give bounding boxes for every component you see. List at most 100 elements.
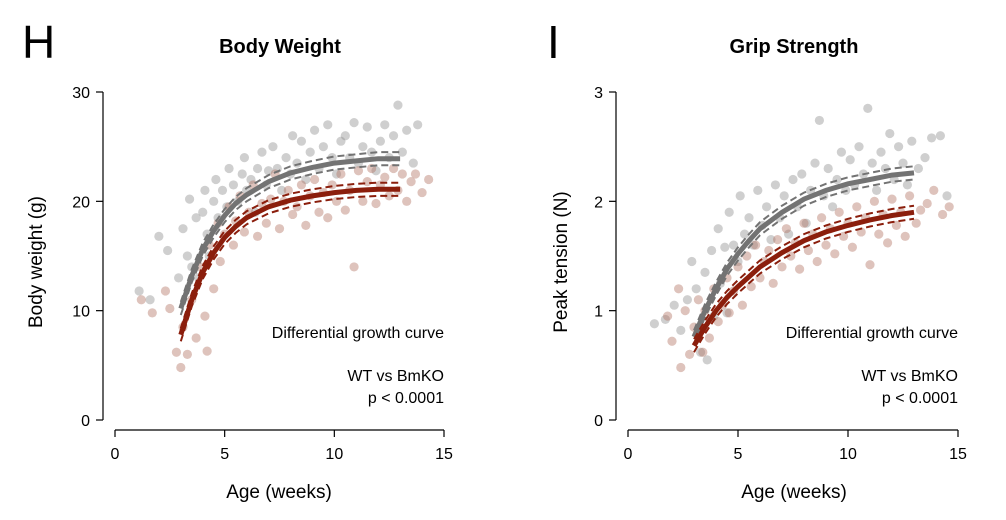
data-point — [784, 229, 794, 239]
data-point — [735, 191, 745, 201]
data-point — [913, 163, 924, 174]
y-tick-label: 20 — [72, 194, 90, 211]
y-tick-label: 2 — [594, 194, 603, 211]
data-point — [781, 224, 792, 234]
data-point — [252, 231, 263, 241]
data-point — [663, 311, 673, 321]
data-point — [660, 314, 671, 325]
data-point — [704, 333, 715, 343]
data-point — [821, 240, 831, 250]
data-point — [676, 362, 686, 373]
data-point — [845, 155, 855, 165]
data-point — [902, 180, 913, 190]
data-point — [239, 153, 250, 163]
data-point — [740, 229, 750, 239]
data-point — [938, 209, 948, 220]
data-point — [724, 308, 734, 318]
data-point — [905, 191, 915, 201]
data-point — [318, 142, 328, 152]
data-point — [336, 136, 346, 146]
data-point — [867, 158, 877, 168]
data-point — [680, 306, 690, 316]
data-point — [171, 347, 182, 357]
data-point — [288, 131, 298, 141]
data-point — [795, 264, 805, 274]
data-point — [309, 174, 320, 185]
data-point — [944, 202, 954, 212]
data-point — [698, 347, 708, 357]
data-point — [228, 180, 239, 190]
x-tick-label: 15 — [435, 446, 453, 463]
data-point — [252, 163, 263, 174]
x-axis-label: Age (weeks) — [741, 482, 847, 503]
data-point — [163, 245, 173, 256]
data-point — [729, 240, 739, 250]
y-tick-label: 0 — [594, 413, 603, 430]
data-point — [393, 100, 403, 110]
y-tick-label: 10 — [72, 304, 90, 321]
data-point — [362, 177, 372, 187]
data-point — [268, 142, 278, 152]
panel-letter: I — [547, 16, 560, 68]
data-point — [353, 166, 364, 176]
x-tick-label: 10 — [325, 446, 343, 463]
data-point — [349, 262, 359, 272]
annotation-text: Differential growth curve — [786, 325, 958, 342]
data-point — [823, 163, 833, 174]
x-tick-label: 10 — [839, 446, 857, 463]
annotation-text: p < 0.0001 — [882, 390, 958, 407]
data-point — [281, 153, 291, 163]
fit-lower-band — [179, 194, 401, 342]
data-point — [817, 213, 827, 223]
data-point — [349, 118, 359, 128]
data-point — [768, 278, 778, 288]
data-point — [184, 194, 195, 204]
data-point — [408, 158, 418, 168]
data-point — [779, 191, 789, 201]
data-point — [707, 245, 717, 256]
data-point — [748, 240, 759, 250]
data-point — [145, 295, 155, 305]
data-point — [301, 174, 311, 185]
data-point — [237, 169, 247, 179]
x-tick-label: 15 — [949, 446, 967, 463]
data-point — [920, 153, 930, 163]
data-point — [406, 177, 416, 187]
data-point — [134, 286, 144, 296]
data-point — [323, 120, 333, 130]
data-point — [874, 229, 884, 239]
data-point — [211, 174, 221, 185]
data-point — [812, 256, 822, 267]
data-point — [801, 218, 811, 228]
data-point — [766, 235, 776, 245]
data-point — [266, 194, 276, 204]
data-point — [649, 319, 660, 329]
data-point — [202, 346, 212, 356]
data-point — [296, 180, 307, 190]
data-point — [402, 196, 412, 206]
data-point — [927, 133, 937, 143]
annotation-text: Differential growth curve — [272, 325, 444, 342]
data-point — [746, 282, 756, 292]
fit-lower-band — [693, 178, 915, 344]
data-point — [929, 185, 939, 195]
data-point — [257, 147, 267, 157]
data-point — [737, 300, 748, 310]
data-point — [288, 209, 298, 220]
y-axis-label: Peak tension (N) — [551, 191, 572, 333]
data-point — [911, 218, 921, 228]
data-point — [788, 174, 798, 185]
data-point — [916, 205, 926, 215]
data-point — [696, 347, 706, 357]
chart-panel-H: H Body Weight 0 5 10 15 0 10 20 30 Age (weeks) Body… — [22, 16, 453, 503]
data-point — [375, 136, 385, 146]
data-point — [883, 238, 893, 248]
data-point — [724, 207, 734, 217]
data-point — [397, 169, 407, 179]
chart-panel-I: I Grip Strength 0 5 10 15 0 1 2 3 Age (weeks) Peak … — [547, 16, 967, 503]
y-axis-label: Body weight (g) — [26, 196, 47, 328]
data-point — [274, 224, 285, 234]
data-point — [331, 169, 342, 179]
data-point — [687, 256, 697, 267]
data-point — [876, 147, 886, 157]
